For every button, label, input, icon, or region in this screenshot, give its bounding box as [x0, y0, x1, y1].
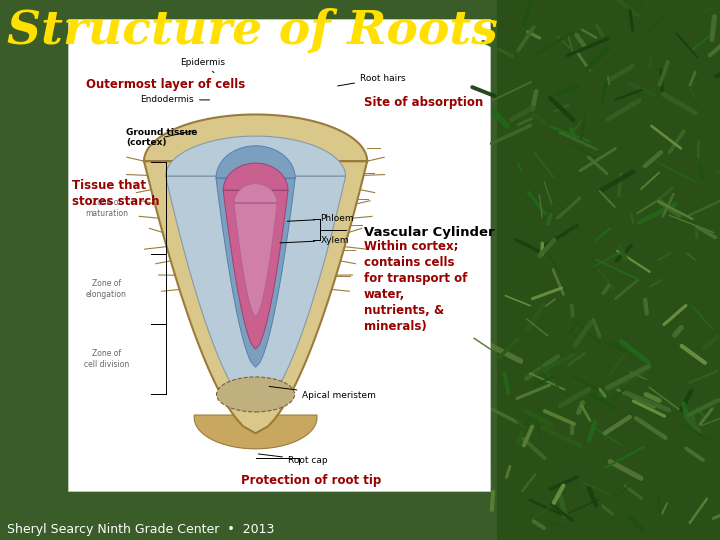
Bar [497, 0, 720, 540]
Text: Zone of
cell division: Zone of cell division [84, 349, 129, 369]
Text: Root hairs: Root hairs [338, 74, 405, 86]
Text: Outermost layer of cells: Outermost layer of cells [86, 78, 246, 91]
Text: Within cortex;
contains cells
for transport of
water,
nutrients, &
minerals): Within cortex; contains cells for transp… [364, 240, 467, 333]
Text: Zone of
elongation: Zone of elongation [86, 279, 127, 299]
Ellipse shape [217, 377, 294, 412]
Text: Apical meristem: Apical meristem [269, 387, 377, 400]
Polygon shape [166, 136, 346, 410]
FancyBboxPatch shape [68, 19, 490, 491]
Polygon shape [234, 184, 277, 316]
Text: Structure of Roots: Structure of Roots [7, 8, 498, 54]
Text: Xylem: Xylem [280, 236, 349, 245]
Text: Endodermis: Endodermis [140, 96, 210, 104]
Text: Phloem: Phloem [287, 214, 354, 223]
Text: Ground tissue
(cortex): Ground tissue (cortex) [126, 128, 197, 147]
Polygon shape [216, 146, 295, 367]
Polygon shape [194, 415, 317, 449]
Text: Protection of root tip: Protection of root tip [241, 474, 382, 487]
Text: Zone of
maturation: Zone of maturation [85, 198, 128, 218]
Text: Site of absorption: Site of absorption [364, 96, 483, 109]
Text: Epidermis: Epidermis [180, 58, 225, 73]
Text: Sheryl Searcy Ninth Grade Center  •  2013: Sheryl Searcy Ninth Grade Center • 2013 [7, 523, 274, 536]
Polygon shape [144, 114, 367, 433]
Text: Root cap: Root cap [258, 454, 328, 464]
Polygon shape [223, 163, 288, 349]
Text: Tissue that
stores starch: Tissue that stores starch [72, 179, 160, 208]
Text: Vascular Cylinder: Vascular Cylinder [364, 226, 494, 239]
